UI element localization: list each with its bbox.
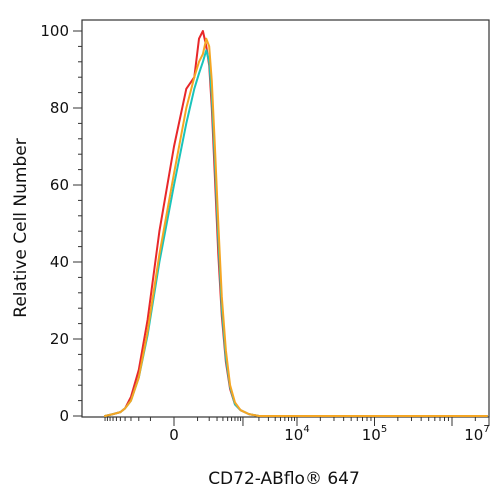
y-tick-label: 60 [50, 176, 69, 194]
x-tick-label: 104 [284, 424, 309, 444]
x-tick-label: 0 [169, 426, 179, 444]
y-tick-label: 80 [50, 99, 69, 117]
ticks [73, 30, 490, 426]
x-axis-title: CD72-ABflo® 647 [208, 469, 360, 489]
series-line-3 [104, 37, 488, 417]
x-tick-label: 107 [464, 424, 489, 444]
y-tick-label: 0 [59, 407, 69, 425]
y-tick-label: 40 [50, 253, 69, 271]
x-tick-label: 105 [362, 424, 387, 444]
y-axis-title: Relative Cell Number [11, 138, 31, 317]
series-group [104, 30, 488, 417]
y-tick-label: 20 [50, 330, 69, 348]
labels: 0 20 40 60 80 100 0 104 105 107 [40, 22, 489, 444]
y-tick-label: 100 [40, 22, 69, 40]
series-line-1 [104, 30, 488, 417]
